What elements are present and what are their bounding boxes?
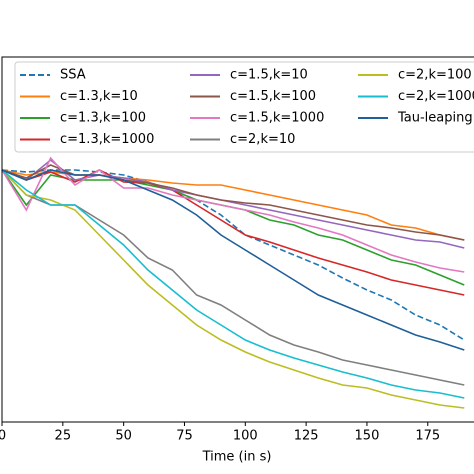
x-tick-label: 25 bbox=[55, 429, 72, 444]
legend-label: Tau-leaping bbox=[397, 111, 473, 126]
x-tick-label: 75 bbox=[176, 429, 193, 444]
legend-label: c=2,k=10 bbox=[230, 132, 295, 147]
data-line bbox=[1, 169, 465, 409]
data-line bbox=[1, 169, 465, 399]
data-line bbox=[1, 158, 465, 249]
legend-box bbox=[14, 61, 474, 153]
legend-label: c=1.3,k=100 bbox=[60, 111, 146, 126]
x-tick-label: 175 bbox=[415, 429, 440, 444]
legend-label: c=1.3,k=10 bbox=[60, 89, 138, 104]
legend-label: c=1.5,k=100 bbox=[230, 89, 316, 104]
x-tick-label: 125 bbox=[294, 429, 319, 444]
x-tick-label: 150 bbox=[355, 429, 380, 444]
legend-label: c=1.5,k=10 bbox=[230, 68, 308, 83]
legend-label: c=2,k=1000 bbox=[398, 89, 474, 104]
x-axis-label: Time (in s) bbox=[202, 450, 272, 465]
x-tick-label: 50 bbox=[115, 429, 132, 444]
data-line bbox=[1, 169, 465, 351]
data-line bbox=[1, 156, 465, 273]
x-tick-label: 100 bbox=[233, 429, 258, 444]
legend-label: c=2,k=100 bbox=[398, 68, 472, 83]
legend-label: c=1.3,k=1000 bbox=[60, 132, 154, 147]
legend-label: SSA bbox=[60, 68, 86, 83]
x-tick-label: 0 bbox=[0, 429, 6, 444]
plot-frame bbox=[1, 56, 474, 423]
legend-label: c=1.5,k=1000 bbox=[230, 111, 324, 126]
data-line bbox=[1, 169, 465, 296]
data-line bbox=[1, 169, 465, 341]
